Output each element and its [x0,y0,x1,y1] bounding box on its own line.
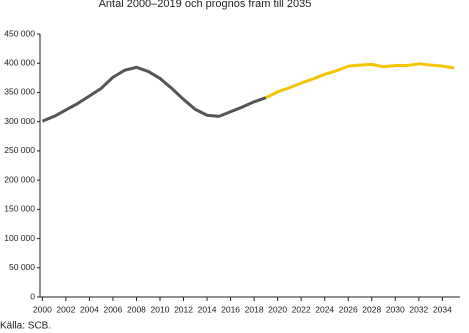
y-tick-label: 350 000 [4,87,35,97]
y-tick-label: 200 000 [4,174,35,184]
y-tick-label: 450 000 [4,28,35,38]
y-tick-label: 50 000 [9,262,35,272]
line-series [265,62,455,100]
x-tick-label: 2006 [103,304,122,314]
x-tick-label: 2018 [245,304,264,314]
x-tick-label: 2020 [268,304,287,314]
y-tick-label: 0 [30,291,35,301]
x-tick-label: 2034 [433,304,452,314]
y-tick-label: 100 000 [4,233,35,243]
x-tick-label: 2010 [151,304,170,314]
y-tick-label: 400 000 [4,57,35,67]
chart-title: Antal 2000–2019 och prognos fram till 20… [99,0,312,10]
x-tick-label: 2026 [339,304,358,314]
y-tick-label: 300 000 [4,116,35,126]
x-tick-label: 2028 [362,304,381,314]
x-tick-label: 2000 [33,304,52,314]
x-tick-label: 2016 [221,304,240,314]
x-tick-label: 2008 [127,304,146,314]
x-tick-label: 2014 [198,304,217,314]
x-tick-label: 2032 [409,304,428,314]
x-tick-label: 2002 [56,304,75,314]
source: Källa: SCB. [0,321,51,332]
x-tick-label: 2012 [174,304,193,314]
y-tick-label: 250 000 [4,145,35,155]
x-tick-label: 2030 [386,304,405,314]
x-tick-label: 2022 [292,304,311,314]
x-tick-label: 2004 [80,304,99,314]
x-tick-label: 2024 [315,304,334,314]
y-tick-label: 150 000 [4,204,35,214]
line-series [41,65,267,123]
